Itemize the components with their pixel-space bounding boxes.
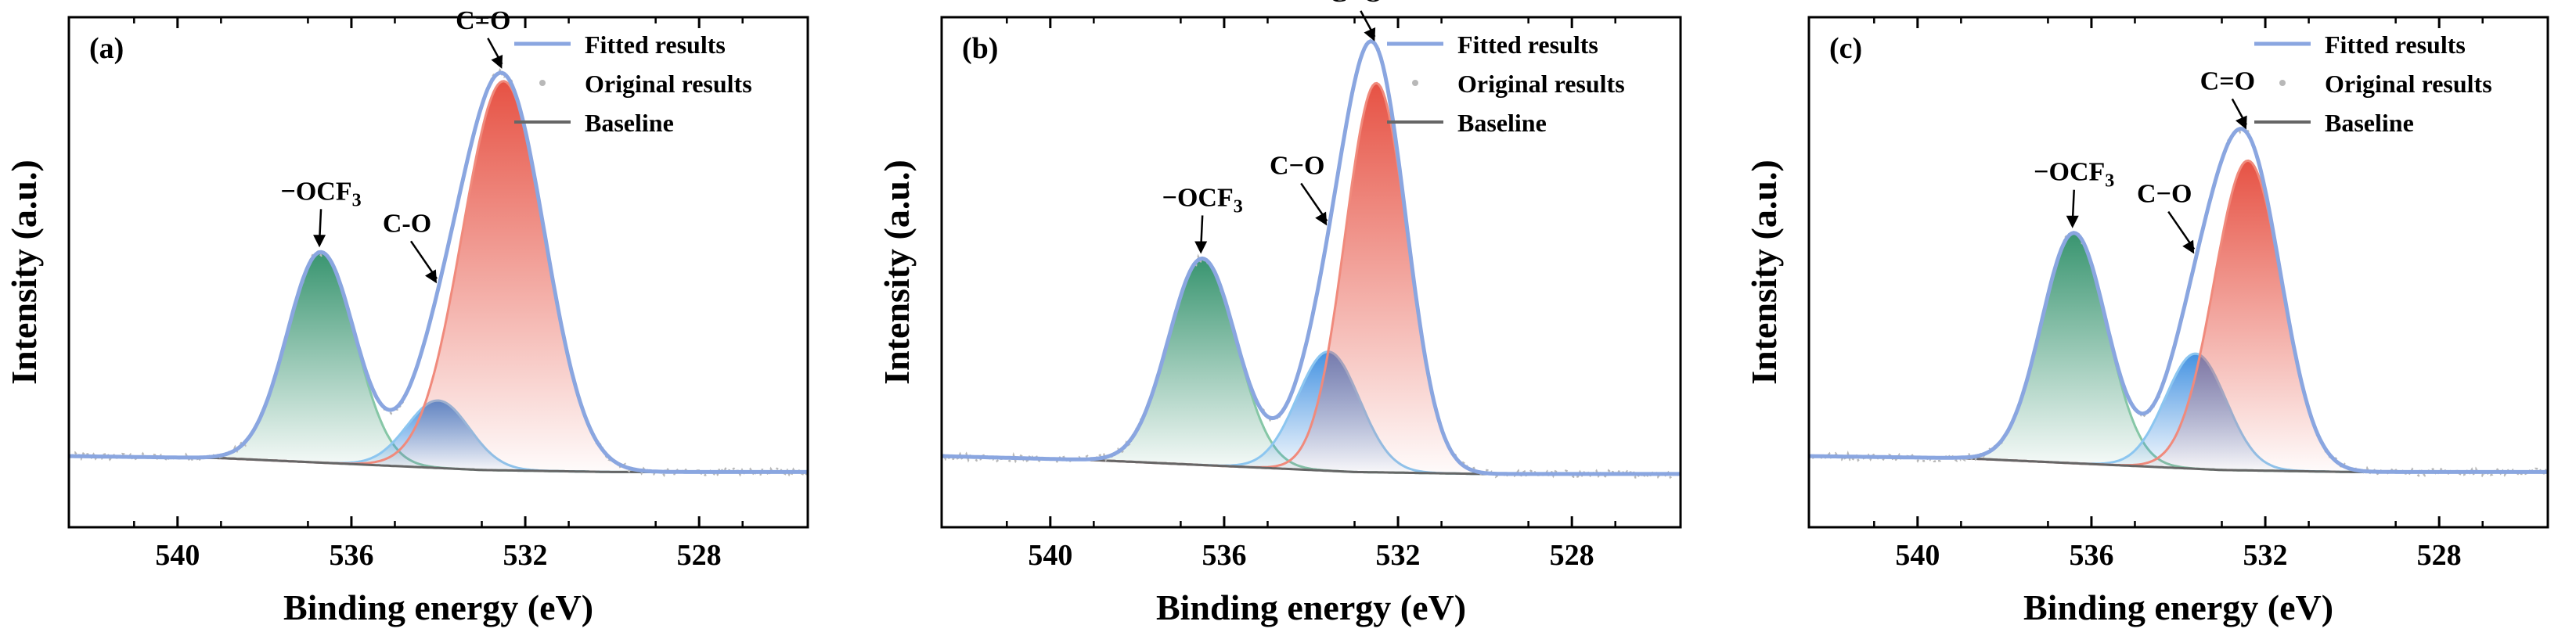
y-axis-label: Intensity (a.u.): [877, 160, 917, 385]
annotation-arrowhead: [2066, 215, 2079, 228]
panel-1: 540 536 532 528 Binding energy (eV) Intensity…: [4, 6, 809, 627]
x-tick-label: 540: [155, 539, 200, 572]
panel-label: (c): [1829, 32, 1862, 65]
legend: Fitted results Original results Baseline: [2254, 31, 2492, 137]
y-axis-label: Intensity (a.u.): [4, 160, 44, 385]
peak-annotation--OCF3: −OCF3: [280, 177, 362, 248]
legend: Fitted results Original results Baseline: [514, 31, 752, 137]
panel-label: (b): [962, 32, 998, 65]
plot-frame: [67, 16, 809, 529]
fitted-results-line: [69, 70, 808, 474]
annotation-arrowhead: [313, 235, 326, 248]
peak-fill-C=O: [69, 81, 808, 472]
legend-original-swatch: [1412, 80, 1418, 86]
y-axis-label: Intensity (a.u.): [1744, 160, 1784, 385]
peak-annotation--OCF3: −OCF3: [1162, 183, 1243, 254]
peak-annotation-C=O: C=O: [1328, 0, 1383, 41]
annotation-arrowhead: [2182, 239, 2195, 254]
x-tick-label: 528: [1550, 539, 1594, 572]
legend-entry: Fitted results: [2325, 31, 2466, 59]
legend: Fitted results Original results Baseline: [1387, 31, 1625, 137]
fitted-results-line: [1809, 127, 2548, 474]
peak-fill-C-O: [1809, 354, 2548, 472]
annotation-arrowhead: [1194, 241, 1208, 254]
x-tick-label: 532: [1376, 539, 1421, 572]
legend-entry: Original results: [2325, 70, 2492, 98]
panel-3: 540 536 532 528 Binding energy (eV) Intensity…: [1744, 16, 2549, 627]
legend-entry: Original results: [585, 70, 752, 98]
legend-entry: Original results: [1457, 70, 1625, 98]
peak-annotation-C-O: C−O: [1270, 151, 1328, 226]
x-tick-label: 532: [503, 539, 548, 572]
peak-annotation-C-O: C−O: [2137, 180, 2196, 254]
annotation-arrowhead: [1315, 211, 1328, 226]
peak-annotation--OCF3: −OCF3: [2034, 158, 2114, 228]
legend-original-swatch: [539, 80, 546, 86]
x-tick-label: 536: [329, 539, 373, 572]
annotation-arrowhead: [1364, 27, 1376, 41]
x-tick-label: 540: [1895, 539, 1940, 572]
annotation-text: C=O: [456, 6, 510, 35]
x-axis-label: Binding energy (eV): [283, 587, 593, 627]
legend-original-swatch: [2279, 80, 2286, 86]
panel-2: 540 536 532 528 Binding energy (eV) Intensity…: [877, 0, 1682, 627]
x-tick-label: 540: [1028, 539, 1072, 572]
peak-annotation-C-O: C-O: [383, 209, 438, 284]
annotation-text: −OCF3: [280, 177, 361, 210]
x-axis-label: Binding energy (eV): [1156, 587, 1466, 627]
peak-annotation-C=O: C=O: [2200, 66, 2255, 130]
legend-entry: Baseline: [1457, 109, 1547, 137]
annotation-arrowhead: [425, 269, 437, 284]
peak-fill-C-O: [942, 351, 1681, 474]
legend-entry: Fitted results: [585, 31, 726, 59]
annotation-text: −OCF3: [2034, 158, 2114, 192]
annotation-text: C=O: [1328, 0, 1383, 8]
x-tick-label: 532: [2243, 539, 2288, 572]
annotation-text: C=O: [2200, 66, 2255, 95]
legend-entry: Baseline: [585, 109, 674, 137]
plot-frame: [940, 16, 1682, 529]
annotation-text: C−O: [1270, 151, 1324, 180]
annotation-text: −OCF3: [1162, 183, 1243, 217]
panel-label: (a): [89, 32, 124, 65]
x-tick-label: 536: [1202, 539, 1246, 572]
annotation-text: C-O: [383, 209, 431, 238]
annotation-arrowhead: [491, 55, 503, 69]
fitted-results-line: [942, 39, 1681, 476]
x-tick-label: 536: [2069, 539, 2113, 572]
plot-frame: [1807, 16, 2549, 529]
annotation-text: C−O: [2137, 180, 2192, 209]
peak-annotation-C=O: C=O: [456, 6, 510, 69]
legend-entry: Fitted results: [1457, 31, 1598, 59]
legend-entry: Baseline: [2325, 109, 2414, 137]
x-axis-label: Binding energy (eV): [2023, 587, 2333, 627]
annotation-arrowhead: [2236, 115, 2247, 130]
x-tick-label: 528: [677, 539, 722, 572]
x-tick-label: 528: [2417, 539, 2462, 572]
